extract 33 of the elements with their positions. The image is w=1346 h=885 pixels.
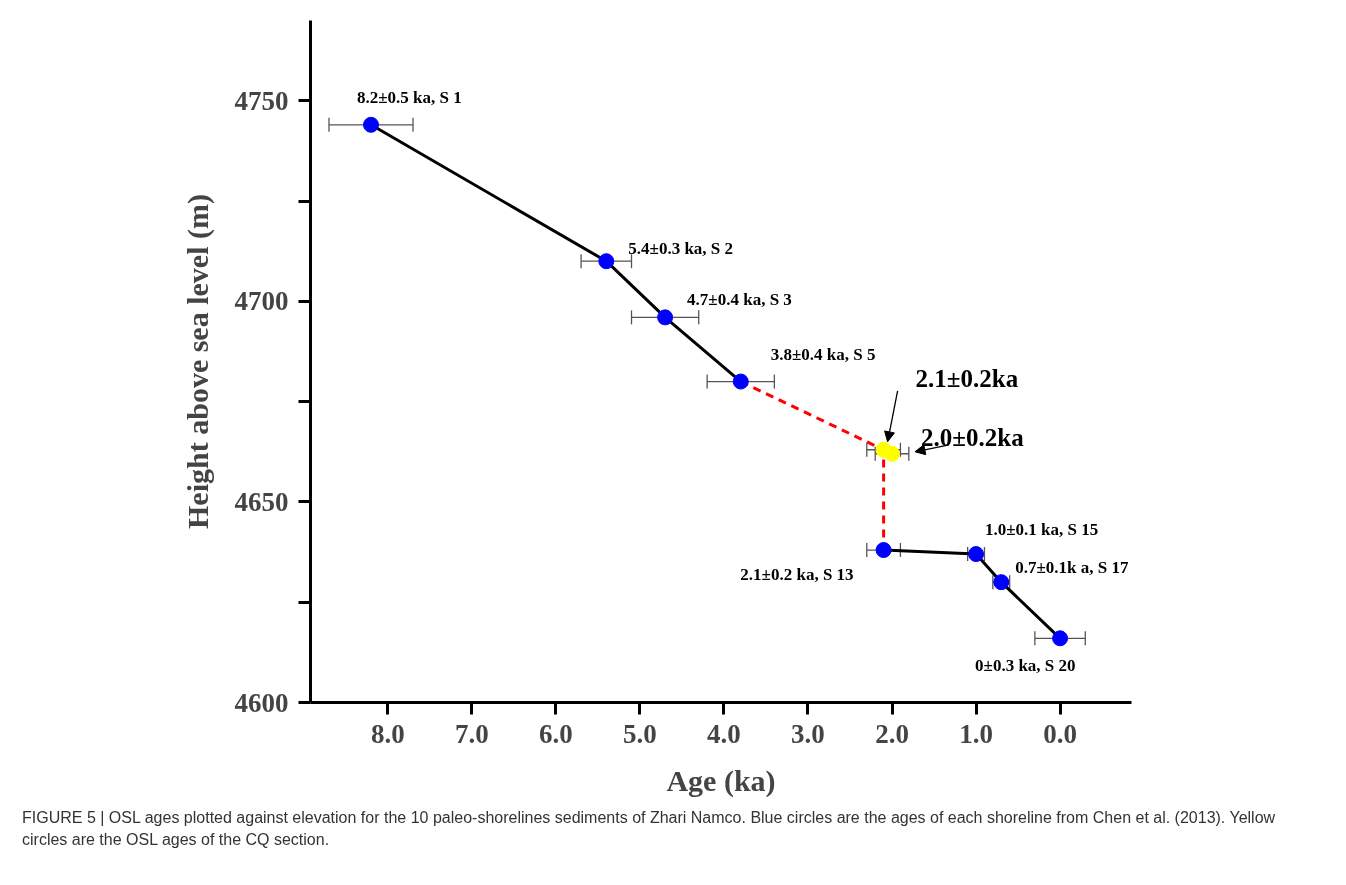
data-label: 2.1±0.2ka bbox=[915, 365, 1019, 393]
x-tick-label: 1.0 bbox=[959, 718, 993, 749]
x-tick-label: 8.0 bbox=[370, 718, 405, 749]
point bbox=[363, 116, 379, 133]
point bbox=[875, 542, 892, 559]
data-label: 2.0±0.2ka bbox=[921, 424, 1025, 452]
point bbox=[732, 373, 749, 390]
data-label: 5.4±0.3 ka, S 2 bbox=[628, 238, 734, 258]
data-label: 0±0.3 ka, S 20 bbox=[975, 655, 1076, 675]
x-tick-label: 4.0 bbox=[707, 718, 741, 749]
x-tick-label: 3.0 bbox=[791, 718, 825, 749]
point bbox=[1052, 630, 1069, 647]
y-axis-title: Height above sea level (m) bbox=[180, 194, 215, 529]
x-tick-label: 0.0 bbox=[1043, 718, 1077, 749]
x-tick-label: 5.0 bbox=[623, 718, 657, 749]
x-tick-label: 7.0 bbox=[454, 718, 489, 749]
point bbox=[657, 309, 674, 326]
data-label: 0.7±0.1k a, S 17 bbox=[1015, 557, 1129, 577]
caption: FIGURE 5 | OSL ages plotted against elevation for the 10 paleo-shorelines sediments of Zhari Namco. Blue circles are the ages of each shoreline from Chen et al. (2013). Yellow circles are the OSL ages of the CQ section. bbox=[22, 808, 1277, 850]
data-label: 2.1±0.2 ka, S 13 bbox=[740, 564, 854, 584]
x-tick-label: 6.0 bbox=[539, 718, 573, 749]
data-label: 8.2±0.5 ka, S 1 bbox=[357, 88, 462, 108]
x-axis-title: Age (ka) bbox=[666, 763, 776, 798]
x-tick-label: 2.0 bbox=[875, 718, 909, 749]
data-label: 1.0±0.1 ka, S 15 bbox=[985, 519, 1099, 539]
point bbox=[884, 445, 901, 462]
y-tick-label: 4750 bbox=[234, 85, 289, 116]
data-label: 3.8±0.4 ka, S 5 bbox=[770, 345, 876, 365]
y-tick-label: 4650 bbox=[234, 486, 289, 517]
y-tick-label: 4700 bbox=[234, 286, 289, 317]
data-label: 4.7±0.4 ka, S 3 bbox=[687, 289, 792, 309]
point bbox=[598, 253, 615, 270]
y-tick-label: 4600 bbox=[234, 687, 289, 718]
